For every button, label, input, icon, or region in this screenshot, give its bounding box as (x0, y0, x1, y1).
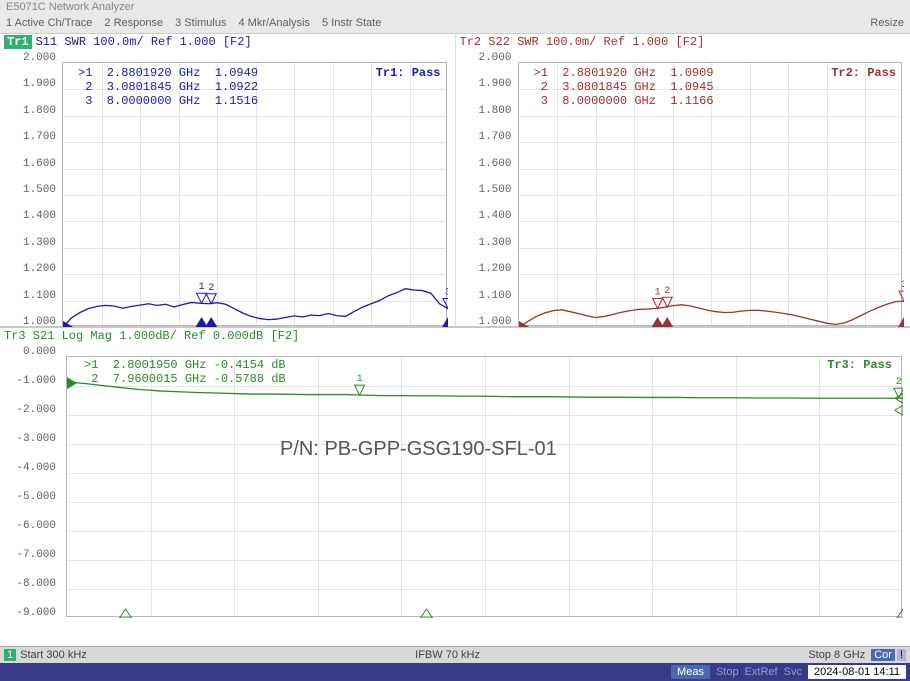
svg-text:1: 1 (357, 374, 363, 385)
tr2-pass: Tr2: Pass (831, 66, 896, 80)
svg-text:2: 2 (896, 377, 902, 388)
menu-mkr[interactable]: 4 Mkr/Analysis (238, 17, 310, 32)
meas-indicator: Meas (671, 665, 710, 679)
tr1-pass: Tr1: Pass (376, 66, 441, 80)
trace1-panel[interactable]: Tr1 S11 SWR 100.0m/ Ref 1.000 [F2] 123 2… (0, 34, 456, 326)
tr3-marker-table: >1 2.8001950 GHz -0.4154 dB 2 7.9600015 … (84, 358, 286, 386)
tr1-header-text: S11 SWR 100.0m/ Ref 1.000 [F2] (36, 35, 252, 49)
status-bar-2: Meas Stop ExtRef Svc 2024-08-01 14:11 (0, 663, 910, 681)
tr2-marker-table: >1 2.8801920 GHz 1.0909 2 3.0801845 GHz … (534, 66, 714, 108)
plot-area: Tr1 S11 SWR 100.0m/ Ref 1.000 [F2] 123 2… (0, 34, 910, 646)
svg-text:3: 3 (445, 288, 448, 299)
menu-active-ch[interactable]: 1 Active Ch/Trace (6, 17, 92, 32)
datetime-label: 2024-08-01 14:11 (808, 665, 906, 679)
tr3-chart[interactable]: 12 (66, 356, 902, 617)
svg-text:3: 3 (900, 280, 903, 291)
start-freq: Start 300 kHz (20, 649, 87, 661)
cor-warn-icon: ! (897, 649, 906, 661)
menubar: 1 Active Ch/Trace 2 Response 3 Stimulus … (0, 16, 910, 34)
menu-resize[interactable]: Resize (870, 17, 904, 32)
tr1-marker-table: >1 2.8801920 GHz 1.0949 2 3.0801845 GHz … (78, 66, 258, 108)
menu-response[interactable]: 2 Response (104, 17, 163, 32)
stop-freq: Stop 8 GHz (808, 649, 865, 661)
tr1-badge: Tr1 (4, 35, 32, 49)
tr3-header-text: Tr3 S21 Log Mag 1.000dB/ Ref 0.000dB [F2… (4, 329, 299, 343)
tr3-pass: Tr3: Pass (827, 358, 892, 372)
tr2-header-text: Tr2 S22 SWR 100.0m/ Ref 1.000 [F2] (460, 35, 705, 49)
svc-indicator: Svc (784, 666, 802, 678)
trace2-panel[interactable]: Tr2 S22 SWR 100.0m/ Ref 1.000 [F2] 123 2… (456, 34, 910, 326)
ifbw-label: IFBW 70 kHz (87, 649, 809, 661)
cor-badge: Cor (871, 649, 895, 661)
svg-text:2: 2 (664, 286, 670, 297)
trace3-panel[interactable]: Tr3 S21 Log Mag 1.000dB/ Ref 0.000dB [F2… (0, 328, 910, 623)
channel-badge: 1 (4, 649, 16, 661)
status-bar-1: 1 Start 300 kHz IFBW 70 kHz Stop 8 GHz C… (0, 646, 910, 663)
menu-stimulus[interactable]: 3 Stimulus (175, 17, 226, 32)
stop-indicator: Stop (716, 666, 739, 678)
part-number-label: P/N: PB-GPP-GSG190-SFL-01 (280, 438, 557, 461)
menu-instr-state[interactable]: 5 Instr State (322, 17, 381, 32)
svg-text:2: 2 (208, 283, 214, 294)
window-title: E5071C Network Analyzer (0, 0, 910, 16)
extref-indicator: ExtRef (745, 666, 778, 678)
svg-text:1: 1 (654, 288, 660, 299)
svg-text:1: 1 (199, 282, 205, 293)
